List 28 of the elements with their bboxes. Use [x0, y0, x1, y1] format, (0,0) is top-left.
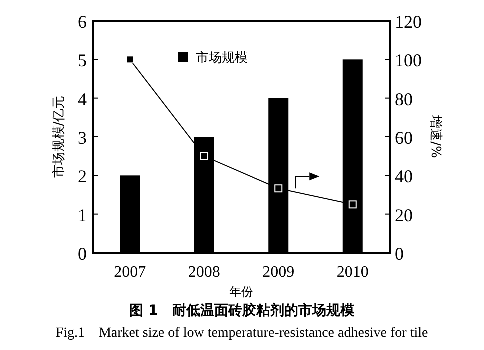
y-tick-label: 6	[78, 12, 87, 32]
y2-tick-label: 80	[395, 89, 413, 110]
y2-tick-label: 20	[395, 205, 413, 226]
x-axis-title: 年份	[230, 285, 254, 299]
text: 图 1 耐低温面砖胶粘剂的市场规模	[130, 302, 356, 319]
point	[274, 184, 283, 193]
y2-tick-label: 60	[395, 128, 413, 148]
y-tick-label: 0	[78, 244, 87, 264]
point	[200, 152, 208, 160]
y2-tick-label: 120	[395, 12, 422, 32]
x-tick-label: 2009	[262, 264, 295, 281]
x-tick-label: 2008	[188, 264, 220, 281]
x-tick-label: 2010	[336, 264, 369, 281]
legend-label: 市场规模	[196, 51, 248, 66]
x-tick-label: 2007	[114, 264, 146, 281]
y2-tick-label: 40	[395, 166, 413, 187]
point	[126, 56, 134, 64]
y2-tick-label: 0	[395, 244, 404, 264]
y-tick-label: 1	[78, 205, 87, 226]
text: Fig.1 Market size of low temperature-resistance adhesive for tile	[56, 326, 428, 341]
point	[348, 200, 357, 209]
y-tick-label: 3	[78, 128, 87, 148]
y-tick-label: 4	[78, 89, 87, 110]
y-axis-title: 市场规模/亿元	[52, 96, 67, 178]
y2-tick-label: 100	[395, 50, 422, 71]
y-tick-label: 5	[78, 50, 87, 71]
y2-axis-title: 增速/%	[428, 114, 443, 158]
y-tick-label: 2	[78, 166, 87, 187]
